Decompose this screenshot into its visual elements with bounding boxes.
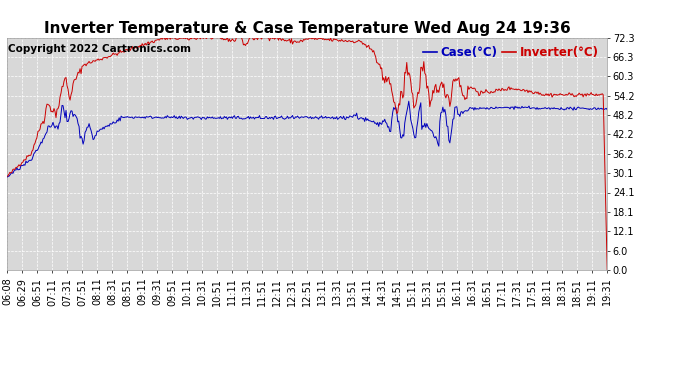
Legend: Case(°C), Inverter(°C): Case(°C), Inverter(°C) <box>420 44 601 61</box>
Text: Copyright 2022 Cartronics.com: Copyright 2022 Cartronics.com <box>8 45 191 54</box>
Title: Inverter Temperature & Case Temperature Wed Aug 24 19:36: Inverter Temperature & Case Temperature … <box>43 21 571 36</box>
